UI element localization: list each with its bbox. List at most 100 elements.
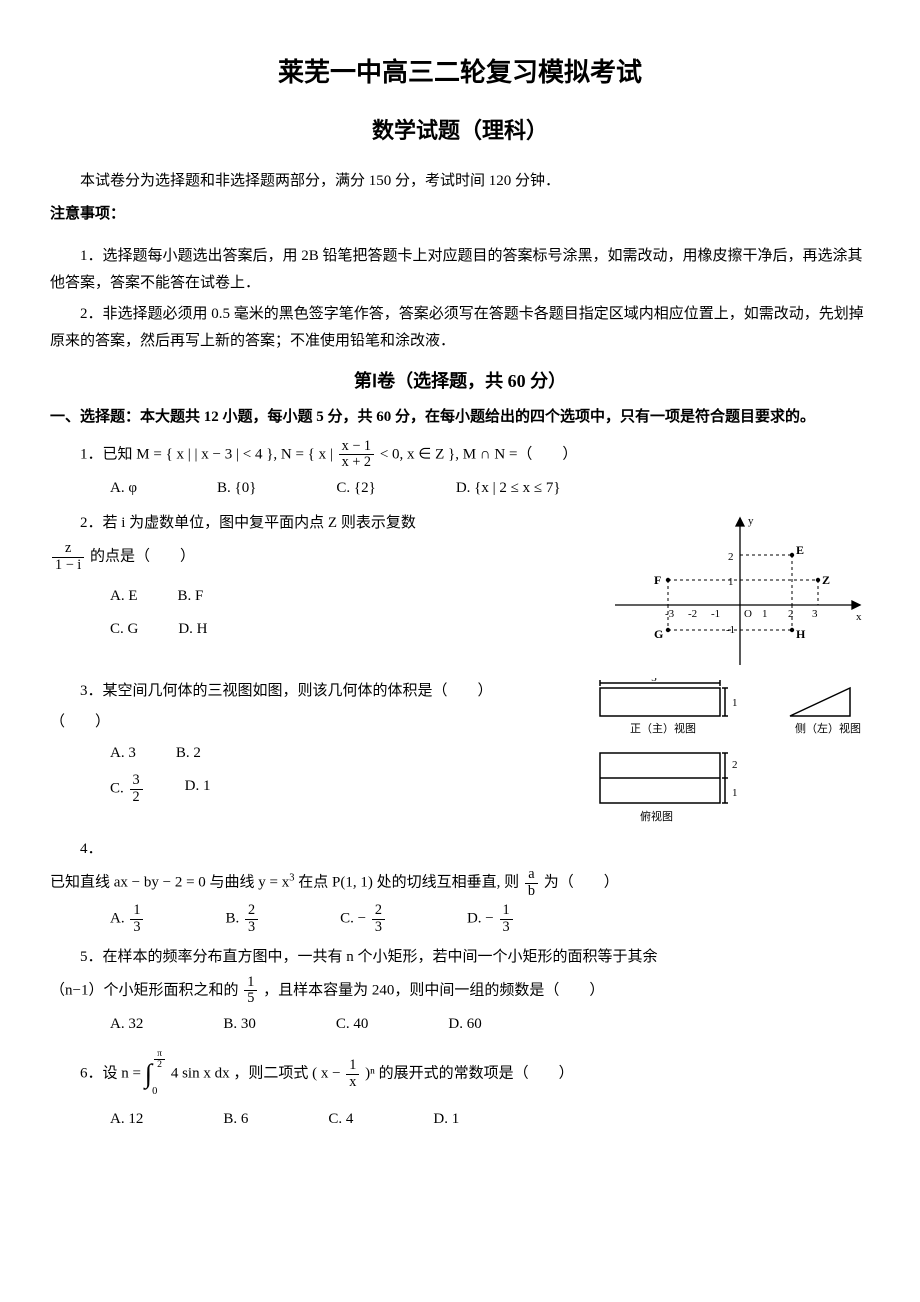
notice-label: 注意事项： — [50, 201, 870, 228]
q1-fraction: x − 1 x + 2 — [339, 439, 374, 471]
svg-text:2: 2 — [788, 608, 794, 620]
q4-power: 3 — [289, 873, 294, 884]
q6-opt-c: C. 4 — [328, 1106, 353, 1133]
q1-options: A. φ B. {0} C. {2} D. {x | 2 ≤ x ≤ 7} — [110, 475, 870, 502]
q4-options: A. 13 B. 23 C. − 23 D. − 13 — [110, 903, 870, 935]
q3-options-row2: C. 32 D. 1 — [110, 773, 580, 805]
q4-c-n: 2 — [372, 903, 385, 920]
q2-options-row1: A. E B. F — [110, 583, 600, 610]
svg-text:正（主）视图: 正（主）视图 — [630, 721, 696, 735]
question-1: 1．已知 M = { x | | x − 3 | < 4 }, N = { x … — [80, 439, 870, 471]
q2-fraction: z 1 − i — [52, 541, 84, 573]
q4-b-pre: B. — [225, 911, 243, 927]
q2-text: 2．若 i 为虚数单位，图中复平面内点 Z 则表示复数 — [80, 515, 416, 531]
q1-set-post: < 0, x ∈ Z }, M ∩ N =（ ） — [380, 446, 578, 462]
q5-options: A. 32 B. 30 C. 40 D. 60 — [110, 1011, 870, 1038]
q3-c-n: 3 — [130, 773, 143, 790]
q2-tail: 的点是（ ） — [90, 549, 195, 565]
q6-hi-d: 2 — [154, 1060, 165, 1071]
svg-text:侧（左）视图: 侧（左）视图 — [795, 721, 861, 735]
q4-post: 为（ ） — [544, 875, 619, 891]
q4-d-pre: D. − — [467, 911, 494, 927]
q2-frac-den: 1 − i — [52, 558, 84, 574]
q4-opt-a: A. 13 — [110, 903, 145, 935]
svg-text:1: 1 — [762, 608, 768, 620]
q1-frac-num: x − 1 — [339, 439, 374, 456]
q6-bin-n: 1 — [346, 1058, 359, 1075]
q5-frac-n: 1 — [244, 975, 257, 992]
svg-text:-2: -2 — [688, 608, 697, 620]
svg-text:1: 1 — [732, 787, 738, 799]
q6-lo: 0 — [152, 1086, 157, 1097]
question-2: 2．若 i 为虚数单位，图中复平面内点 Z 则表示复数 — [80, 510, 870, 537]
q1-frac-den: x + 2 — [339, 455, 374, 471]
svg-text:2: 2 — [732, 759, 738, 771]
q5-pre: （n−1）个小矩形面积之和的 — [50, 982, 242, 998]
q3-opt-c: C. 32 — [110, 773, 145, 805]
q5-opt-d: D. 60 — [448, 1011, 481, 1038]
question-4-number: 4． — [80, 836, 870, 863]
svg-text:F: F — [654, 573, 661, 587]
q6-integral: ∫ π 2 0 — [145, 1046, 167, 1102]
q5-opt-c: C. 40 — [336, 1011, 369, 1038]
q3-opt-d: D. 1 — [185, 773, 211, 805]
svg-text:俯视图: 俯视图 — [640, 809, 673, 823]
part1-title: 第Ⅰ卷（选择题，共 60 分） — [50, 365, 870, 397]
exam-subtitle: 数学试题（理科） — [50, 111, 870, 151]
q1-set-pre: M = { x | | x − 3 | < 4 }, N = { x | — [136, 446, 336, 462]
q4-ab-fraction: a b — [525, 867, 538, 899]
q4-b-d: 3 — [245, 920, 258, 936]
question-5-line1: 5．在样本的频率分布直方图中，一共有 n 个小矩形，若中间一个小矩形的面积等于其… — [80, 944, 870, 971]
q2-opt-b: B. F — [178, 583, 204, 610]
q4-d-n: 1 — [500, 903, 513, 920]
q6-bin-fraction: 1 x — [346, 1058, 359, 1090]
q4-a-pre: A. — [110, 911, 128, 927]
q4-c-pre: C. − — [340, 911, 366, 927]
svg-text:2: 2 — [728, 551, 734, 563]
svg-text:3: 3 — [812, 608, 818, 620]
q4-opt-b: B. 23 — [225, 903, 260, 935]
q1-opt-a: A. φ — [110, 475, 137, 502]
question-6: 6．设 n = ∫ π 2 0 4 sin x dx ，则二项式 ( x − 1… — [80, 1046, 870, 1102]
q4-a-n: 1 — [130, 903, 143, 920]
svg-text:-1: -1 — [711, 608, 720, 620]
q1-opt-c: C. {2} — [336, 475, 375, 502]
q3-text: 3．某空间几何体的三视图如图，则该几何体的体积是（ ） — [80, 683, 493, 699]
q5-post: ，且样本容量为 240，则中间一组的频数是（ ） — [263, 982, 604, 998]
q2-opt-a: A. E — [110, 583, 138, 610]
q4-b-n: 2 — [245, 903, 258, 920]
q4-ab-n: a — [525, 867, 538, 884]
q4-d-d: 3 — [500, 920, 513, 936]
q2-frac-num: z — [52, 541, 84, 558]
q3-options-row1: A. 3 B. 2 — [110, 740, 580, 767]
q2-options-row2: C. G D. H — [110, 616, 600, 643]
q1-opt-b: B. {0} — [217, 475, 256, 502]
q2-opt-c: C. G — [110, 616, 138, 643]
q4-c-d: 3 — [372, 920, 385, 936]
svg-text:Z: Z — [822, 573, 830, 587]
notice-1: 1．选择题每小题选出答案后，用 2B 铅笔把答题卡上对应题目的答案标号涂黑，如需… — [50, 243, 870, 297]
q2-opt-d: D. H — [178, 616, 207, 643]
svg-text:-3: -3 — [665, 608, 675, 620]
q6-pre: 6．设 n = — [80, 1066, 145, 1082]
q1-opt-d: D. {x | 2 ≤ x ≤ 7} — [456, 475, 561, 502]
q4-ab-d: b — [525, 884, 538, 900]
svg-text:1: 1 — [728, 576, 734, 588]
q3-c-d: 2 — [130, 790, 143, 806]
q5-opt-a: A. 32 — [110, 1011, 143, 1038]
q6-opt-d: D. 1 — [433, 1106, 459, 1133]
q6-opt-a: A. 12 — [110, 1106, 143, 1133]
intro-text: 本试卷分为选择题和非选择题两部分，满分 150 分，考试时间 120 分钟． — [50, 168, 870, 195]
q3-opt-a: A. 3 — [110, 740, 136, 767]
question-5-line2: （n−1）个小矩形面积之和的 1 5 ，且样本容量为 240，则中间一组的频数是… — [50, 975, 870, 1007]
section1-instruction: 一、选择题：本大题共 12 小题，每小题 5 分，共 60 分，在每小题给出的四… — [50, 404, 870, 431]
q6-integrand: 4 sin x dx — [171, 1066, 230, 1082]
svg-text:E: E — [796, 543, 804, 557]
q4-opt-c: C. − 23 — [340, 903, 387, 935]
q6-post: )ⁿ 的展开式的常数项是（ ） — [365, 1066, 573, 1082]
q6-bin-d: x — [346, 1075, 359, 1091]
exam-title: 莱芜一中高三二轮复习模拟考试 — [50, 50, 870, 97]
q4-opt-d: D. − 13 — [467, 903, 515, 935]
q1-prefix: 1．已知 — [80, 446, 133, 462]
svg-text:x: x — [856, 611, 862, 623]
